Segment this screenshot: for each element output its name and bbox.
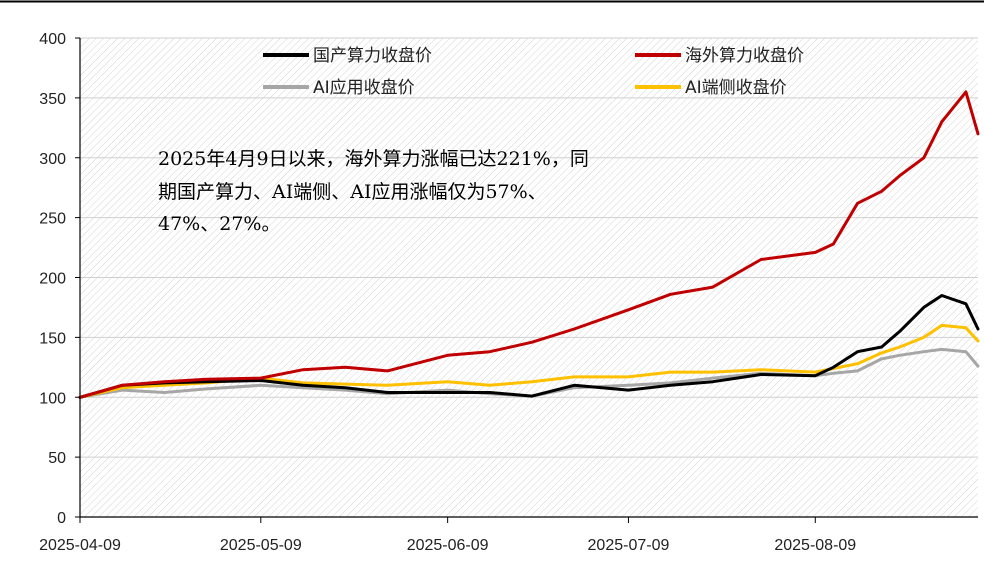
annotation-line-3: 47%、27%。 xyxy=(158,213,280,235)
y-tick-label: 300 xyxy=(39,151,66,168)
x-tick-label: 2025-05-09 xyxy=(220,537,302,554)
y-tick-label: 250 xyxy=(39,211,66,228)
axes: 0 50 100 150 200 250 300 350 400 2025-04-09 2025-0… xyxy=(39,31,978,554)
y-tick-label: 100 xyxy=(39,390,66,407)
x-tick-label: 2025-08-09 xyxy=(774,537,856,554)
x-tick-label: 2025-04-09 xyxy=(39,537,121,554)
x-tick-label: 2025-06-09 xyxy=(407,537,489,554)
series-line-2 xyxy=(78,347,980,399)
annotation-box: 2025年4月9日以来，海外算力涨幅已达221%，同 期国产算力、AI端侧、AI… xyxy=(158,148,589,235)
y-tick-label: 0 xyxy=(57,510,66,527)
legend-label: AI端侧收盘价 xyxy=(685,78,787,98)
y-tick-label: 400 xyxy=(39,31,66,48)
annotation-line-1: 2025年4月9日以来，海外算力涨幅已达221%，同 xyxy=(158,148,589,170)
y-tick-label: 200 xyxy=(39,271,66,288)
series-line-0 xyxy=(78,294,980,399)
legend-label: AI应用收盘价 xyxy=(313,78,415,98)
legend: 国产算力收盘价 海外算力收盘价 AI应用收盘价 AI端侧收盘价 xyxy=(263,46,804,98)
x-tick-label: 2025-07-09 xyxy=(588,537,670,554)
legend-label: 国产算力收盘价 xyxy=(313,46,432,66)
y-tick-label: 150 xyxy=(39,330,66,347)
series-line-1 xyxy=(78,90,980,399)
legend-label: 海外算力收盘价 xyxy=(685,46,804,66)
y-tick-label: 350 xyxy=(39,91,66,108)
annotation-line-2: 期国产算力、AI端侧、AI应用涨幅仅为57%、 xyxy=(158,181,547,203)
y-tick-label: 50 xyxy=(48,450,66,467)
series-group xyxy=(78,90,980,399)
